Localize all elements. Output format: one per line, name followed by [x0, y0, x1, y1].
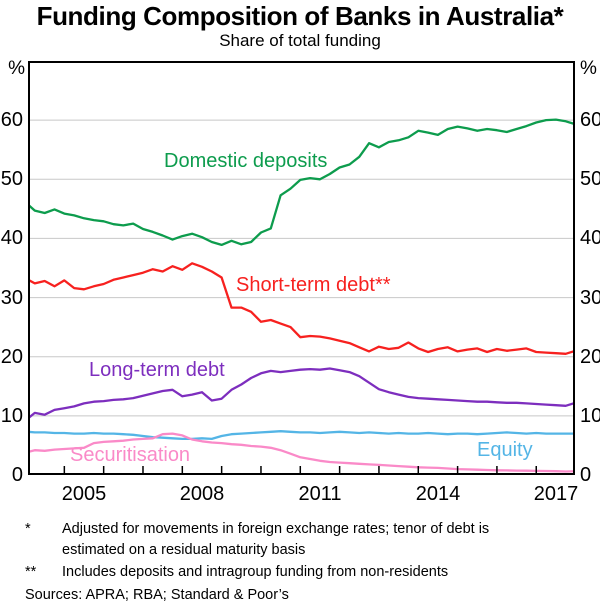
y-tick-label: 20 [0, 346, 23, 368]
footnote-marker: ** [25, 564, 37, 580]
y-axis-unit-right: % [580, 58, 597, 79]
series-label-domestic-deposits: Domestic deposits [164, 150, 328, 172]
y-tick-label: 0 [11, 464, 23, 486]
y-tick-label: 50 [580, 168, 600, 190]
footnote-text: Adjusted for movements in foreign exchan… [62, 521, 490, 537]
series-label-long-term-debt: Long-term debt [89, 359, 225, 381]
footnote-text: Includes deposits and intragroup funding… [62, 564, 449, 580]
sources-line: Sources: APRA; RBA; Standard & Poor’s [25, 587, 289, 603]
x-tick-label: 2008 [179, 483, 225, 505]
x-tick-label: 2005 [61, 483, 107, 505]
y-tick-label: 60 [580, 109, 600, 131]
x-tick-label: 2014 [415, 483, 461, 505]
chart-title: Funding Composition of Banks in Australi… [36, 1, 564, 31]
footnote-text: estimated on a residual maturity basis [62, 542, 306, 558]
line-chart-canvas [27, 61, 577, 475]
y-tick-label: 20 [580, 346, 600, 368]
y-tick-label: 30 [0, 287, 23, 309]
y-tick-label: 60 [0, 109, 23, 131]
y-axis-unit-left: % [8, 58, 25, 79]
y-tick-label: 30 [580, 287, 600, 309]
chart-subtitle: Share of total funding [219, 31, 381, 50]
y-tick-label: 40 [580, 227, 600, 249]
y-tick-label: 10 [580, 405, 600, 427]
series-label-short-term-debt: Short-term debt** [236, 274, 391, 296]
x-tick-label: 2011 [298, 483, 342, 505]
series-label-securitisation: Securitisation [70, 444, 191, 466]
x-tick-label: 2017 [533, 483, 579, 505]
y-tick-label: 50 [0, 168, 23, 190]
y-tick-label: 0 [580, 464, 592, 486]
plot-area [27, 61, 577, 475]
series-label-equity: Equity [477, 439, 533, 461]
y-tick-label: 10 [0, 405, 23, 427]
footnote-marker: * [25, 521, 31, 537]
y-tick-label: 40 [0, 227, 23, 249]
